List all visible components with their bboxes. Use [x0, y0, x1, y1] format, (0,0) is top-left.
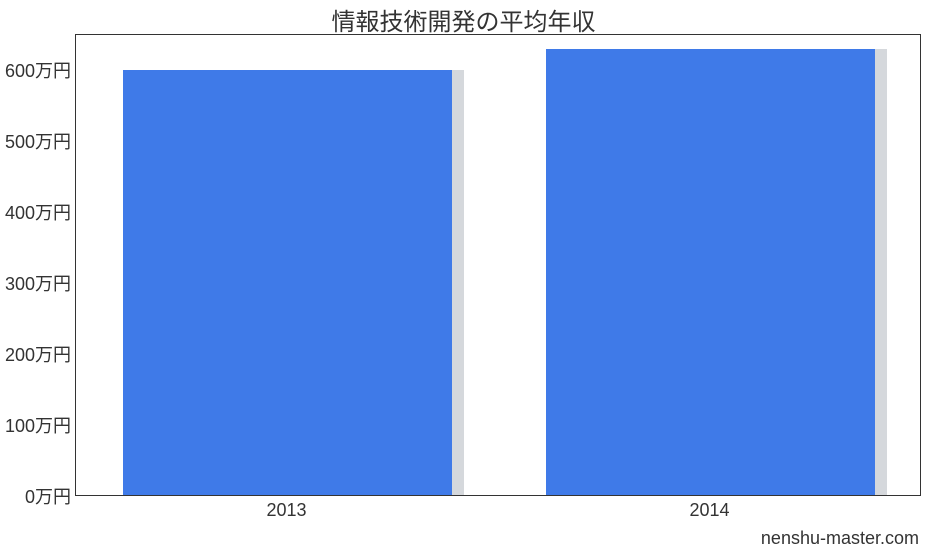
y-tick-label: 500万円 [5, 128, 71, 154]
bar-2014 [546, 49, 876, 495]
y-tick-label: 0万円 [25, 483, 71, 509]
x-tick-label: 2014 [689, 500, 729, 521]
plot-area [75, 34, 921, 496]
y-tick-label: 300万円 [5, 270, 71, 296]
bar-2013 [123, 70, 453, 495]
salary-bar-chart: 情報技術開発の平均年収 0万円 100万円 200万円 300万円 400万円 … [0, 0, 927, 555]
y-tick-label: 600万円 [5, 57, 71, 83]
attribution-text: nenshu-master.com [761, 528, 919, 549]
y-tick-label: 400万円 [5, 199, 71, 225]
y-tick-label: 100万円 [5, 412, 71, 438]
chart-title: 情報技術開発の平均年収 [0, 2, 927, 37]
y-tick-label: 200万円 [5, 341, 71, 367]
x-tick-label: 2013 [266, 500, 306, 521]
